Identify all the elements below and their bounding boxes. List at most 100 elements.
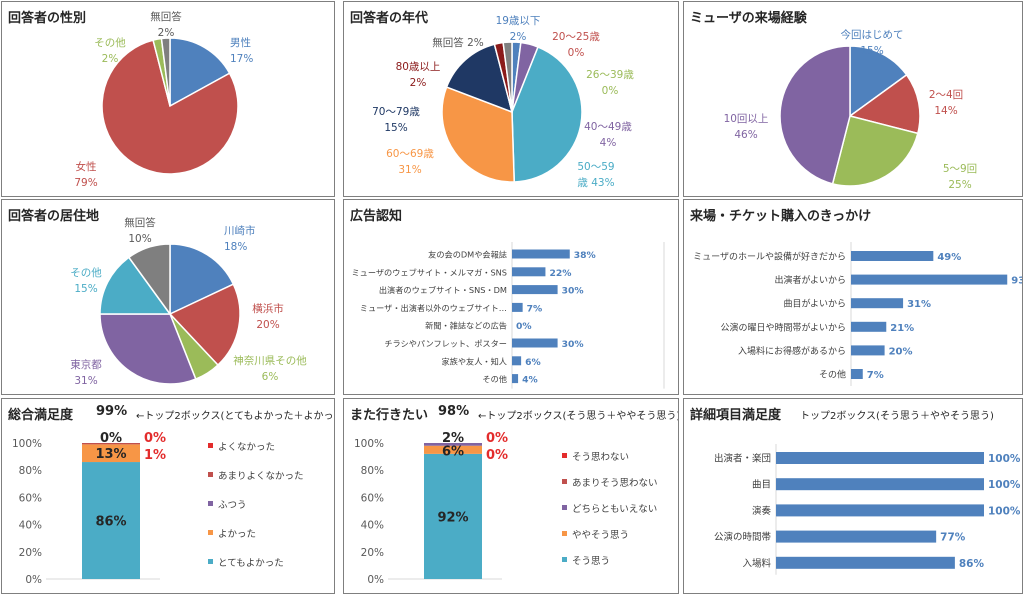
slice-label: 40～49歳 [584, 121, 632, 133]
slice-label: 無回答 [124, 216, 156, 229]
bar [512, 374, 519, 384]
slice-value-label: 14% [934, 105, 957, 117]
bar [776, 530, 937, 543]
slice-label: 50～59 [577, 161, 614, 173]
stack-segment [82, 462, 140, 579]
data-label: 49% [937, 252, 961, 263]
pie-slice [441, 86, 515, 183]
ads-bar-chart: 友の会のDMや会報誌 38% ミューザのウェブサイト・メルマガ・SNS 22% 出演者の… [351, 242, 665, 389]
chart-note: ←トップ2ボックス(とてもよかった＋よかった) [136, 411, 335, 422]
slice-value-label: 15% [860, 45, 883, 57]
slice-label: 横浜市 [252, 302, 284, 315]
pie-slice [831, 115, 919, 187]
chart-note: トップ2ボックス(そう思う＋ややそう思う) [800, 411, 994, 422]
data-label: 7% [867, 370, 884, 381]
legend-label: ややそう思う [572, 530, 629, 541]
slice-label: 無回答 [150, 10, 182, 23]
data-label: 22% [549, 268, 571, 279]
data-label: 100% [988, 505, 1021, 517]
category-label: 入場料にお得感があるから [738, 345, 846, 357]
category-label: その他 [819, 369, 846, 381]
category-label: 曲目がよいから [783, 298, 846, 310]
y-tick-label: 40% [361, 520, 384, 532]
pie-slice [101, 39, 239, 175]
y-tick-label: 20% [361, 547, 384, 559]
bar [512, 267, 546, 277]
chart-title: ミューザの来場経験 [690, 11, 807, 26]
legend-swatch [208, 472, 213, 477]
y-tick-label: 100% [354, 438, 384, 450]
bar [512, 285, 558, 295]
pie-slice [502, 41, 513, 113]
segment-value-label: 86% [95, 515, 126, 530]
trigger-panel: 来場・チケット購入のきっかけ ミューザのホールや設備が好きだから 49% 出演者がよ… [683, 199, 1023, 395]
slice-value-label: 歳 43% [577, 177, 614, 189]
slice-label: 東京都 [70, 358, 102, 371]
category-label: 出演者・楽団 [714, 453, 771, 465]
category-label: チラシやパンフレット、ポスター [384, 339, 507, 349]
segment-value-label: 0% [486, 431, 508, 446]
data-label: 93% [1011, 276, 1023, 287]
chart-note: ←トップ2ボックス(そう思う＋ややそう思う) [478, 411, 679, 422]
segment-value-label: 1% [144, 448, 166, 463]
category-label: 出演者のウェブサイト・SNS・DM [379, 285, 507, 295]
data-label: 38% [574, 250, 596, 261]
chart-title: 総合満足度 [8, 408, 74, 423]
bar [851, 345, 885, 356]
legend-swatch [208, 530, 213, 535]
bar [512, 338, 558, 348]
legend-label: ふつう [218, 500, 247, 511]
age-panel: 回答者の年代 19歳以下 2% 20～25歳 0% 26～39歳 0% 40～49歳 4% 50… [343, 1, 679, 197]
legend-swatch [562, 557, 567, 562]
slice-label: 無回答 2% [432, 36, 484, 49]
detail-panel: 詳細項目満足度 トップ2ボックス(そう思う＋ややそう思う) 出演者・楽団 100%… [683, 398, 1023, 594]
slice-value-label: 0% [602, 85, 619, 97]
slice-label: 19歳以下 [496, 15, 541, 27]
revisit-stacked-chart: 0% 20% 40% 60% 80% 100% 92% 6%2% 0% 0% そう思わないあまりそう… [354, 431, 658, 586]
slice-label: 今回はじめて [841, 28, 904, 41]
residence-panel: 回答者の居住地 川崎市 18% 横浜市 20% 神奈川県その他 6% 東京都 31% その他 15… [1, 199, 335, 395]
bar [851, 274, 1008, 285]
y-tick-label: 40% [19, 520, 42, 532]
slice-value-label: 46% [734, 129, 757, 141]
category-label: 曲目 [752, 480, 771, 491]
bar [851, 321, 887, 332]
slice-label: 60～69歳 [386, 148, 434, 160]
legend-swatch [562, 479, 567, 484]
pie-slice [168, 283, 241, 367]
legend-label: とてもよかった [218, 558, 284, 569]
stack-segment [82, 444, 140, 463]
category-label: ミューザのホールや設備が好きだから [693, 251, 846, 263]
pie-slice [169, 37, 231, 108]
bar [776, 478, 984, 491]
data-label: 7% [527, 303, 543, 314]
overall-panel: 総合満足度 99% ←トップ2ボックス(とてもよかった＋よかった) 0% 20% 4… [1, 398, 335, 594]
slice-value-label: 79% [74, 177, 97, 189]
slice-label: 神奈川県その他 [233, 354, 307, 367]
slice-value-label: 2% [510, 31, 527, 43]
slice-label: 川崎市 [224, 224, 256, 237]
data-label: 6% [525, 357, 541, 368]
segment-value-label: 2% [442, 431, 464, 446]
legend-label: そう思う [572, 556, 610, 567]
slice-label: 20～25歳 [552, 31, 600, 43]
legend-label: あまりそう思わない [572, 478, 658, 489]
category-label: ミューザのウェブサイト・メルマガ・SNS [351, 267, 507, 277]
slice-label: 男性 [230, 36, 251, 49]
stack-segment [424, 453, 482, 579]
data-label: 86% [959, 558, 985, 570]
overall-stacked-chart: 0%20%40%60%80%100%86%13%0%1%0%よくなかったあまりよ… [12, 431, 304, 586]
data-label: 4% [522, 375, 538, 386]
slice-label: 5～9回 [943, 163, 977, 175]
segment-value-label: 0% [100, 431, 122, 446]
detail-bar-chart: 出演者・楽団 100% 曲目 100% 演奏 100% 公演の時間帯 77% 入場料 86% [714, 444, 1021, 575]
legend-swatch [562, 505, 567, 510]
bar [776, 504, 984, 517]
data-label: 77% [940, 532, 966, 544]
slice-label: 2～4回 [929, 89, 963, 101]
chart-title: 広告認知 [350, 209, 403, 224]
y-tick-label: 100% [12, 438, 42, 450]
legend-swatch [562, 531, 567, 536]
pie-slice [169, 243, 235, 316]
bar [512, 249, 570, 259]
